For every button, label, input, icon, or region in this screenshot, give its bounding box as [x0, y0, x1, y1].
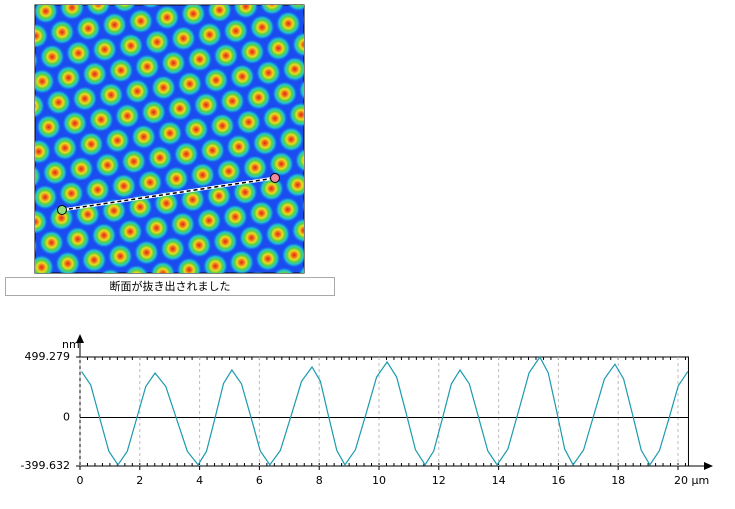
- x-arrow: [704, 462, 713, 470]
- afm-image: [34, 4, 305, 274]
- x-tick-label: 4: [196, 474, 203, 487]
- plot-frame: [79, 356, 689, 467]
- y-tick-label: 499.279: [25, 350, 71, 363]
- x-tick-label: 18: [611, 474, 625, 487]
- y-axis-label: nm: [62, 338, 80, 351]
- profile-plot: 0 2 4 6 8 10 12 14 16 18 20 μm -399.632 0 499.279: [21, 334, 713, 487]
- y-tick-label: -399.632: [21, 459, 70, 472]
- status-box: [5, 277, 335, 296]
- x-tick-label: 2: [136, 474, 143, 487]
- x-tick-label: 0: [77, 474, 84, 487]
- x-tick-label: 16: [551, 474, 565, 487]
- profile-line: [80, 355, 689, 466]
- x-tick-label: 8: [316, 474, 323, 487]
- x-tick-label: 14: [492, 474, 506, 487]
- x-tick-label: 6: [256, 474, 263, 487]
- x-tick-label: 20 μm: [674, 474, 709, 487]
- x-tick-label: 10: [372, 474, 386, 487]
- status-text: 断面が抜き出されました: [110, 279, 231, 293]
- y-arrow: [76, 334, 84, 343]
- y-tick-label: 0: [63, 411, 70, 424]
- x-tick-label: 12: [432, 474, 446, 487]
